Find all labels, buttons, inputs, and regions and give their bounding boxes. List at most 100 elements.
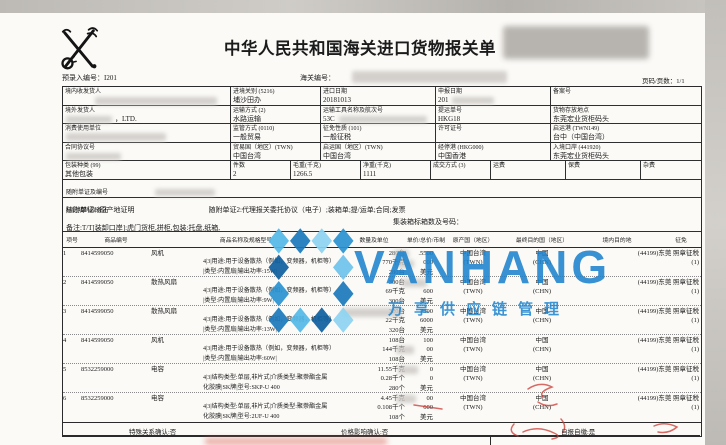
field-entry-port: 入境口岸 (441920) 东莞宏业货柜码头 bbox=[551, 143, 701, 161]
redaction bbox=[95, 97, 217, 105]
customs-emblem-icon bbox=[61, 27, 99, 70]
goods-domestic-duty: (44199)东莞 照章征税 (1) bbox=[637, 279, 699, 296]
redaction bbox=[394, 250, 409, 258]
field-entry-customs: 进境关别 (5216) 埔沙田办 bbox=[231, 87, 321, 106]
col-item-no: 项号 bbox=[66, 238, 78, 244]
goods-domestic-duty: (44199)东莞 照章征税 (1) bbox=[637, 366, 699, 383]
field-transaction-mode: 成交方式 (3) bbox=[431, 161, 491, 180]
header-row-3: 消费使用单位 监管方式 (0110) 一般贸易 征免性质 (101) 一般征税 … bbox=[63, 124, 701, 143]
goods-price: 100 00 美元 bbox=[420, 337, 433, 363]
goods-row: 1 8414599050 风机 4|3|用途:用于设备散热（例如，变频器，机柜等… bbox=[63, 248, 701, 277]
goods-domestic-duty: (44199)东莞 照章征税 (1) bbox=[637, 395, 699, 412]
field-net-weight: 净重(千克) 1111 bbox=[361, 161, 431, 180]
goods-row: 5 8532259000 电容 4|3|结构类型:单层,非片式|介质类型:聚萘酯… bbox=[63, 364, 701, 393]
scan-edge-top bbox=[0, 0, 726, 13]
price-influence-confirm: 价格影响确认:否 bbox=[341, 429, 389, 436]
field-import-date: 进口日期 20181013 bbox=[321, 87, 436, 106]
bottom-section-border bbox=[62, 435, 700, 436]
customs-no-label: 海关编号： bbox=[300, 74, 335, 82]
special-relation-confirm: 特殊关系确认:否 bbox=[129, 429, 177, 436]
goods-qty: 4.45千克 0.108千个 108个 bbox=[377, 395, 405, 421]
redaction bbox=[396, 260, 414, 268]
goods-price: 7300 6000 美元 bbox=[420, 308, 433, 334]
field-freight: 运费 bbox=[491, 161, 566, 180]
col-dest-country: 最终目的国（地区） bbox=[515, 238, 569, 244]
remarks-note: 备注:T/T[装卸口岸]:虎门货柜,拼柜,包装:托盘,纸箱, bbox=[66, 224, 220, 232]
col-hs-code: 商品编号 bbox=[104, 238, 128, 244]
self-declare-pay: 自报自缴:是 bbox=[561, 429, 596, 436]
goods-origin: 中国台湾 (TWN) bbox=[460, 308, 486, 325]
col-duty: 征免 bbox=[675, 238, 687, 244]
goods-item-no: 2 bbox=[63, 279, 67, 286]
redaction bbox=[155, 188, 215, 196]
goods-name-spec: 风机 4|3|用途:用于设备散热（例如，变频器，机柜等） |类型:内置扇|输出功… bbox=[151, 250, 336, 275]
field-consumer-unit: 消费使用单位 bbox=[63, 124, 231, 143]
field-overseas-shipper: 境外发货人 ，LTD. bbox=[63, 105, 231, 124]
goods-origin: 中国台湾 (TWN) bbox=[460, 250, 486, 267]
field-consignee: 境内收发货人 bbox=[63, 87, 231, 106]
col-name-spec: 商品名称及规格型号 bbox=[219, 238, 273, 244]
goods-hs-code: 8414599050 bbox=[81, 308, 114, 315]
redaction bbox=[503, 26, 649, 59]
declaration-form: 境内收发货人 进境关别 (5216) 埔沙田办 进口日期 20181013 申报… bbox=[62, 86, 702, 437]
goods-hs-code: 8414599050 bbox=[81, 337, 114, 344]
field-departure-port: 启运港 (TWN149) 台中（中国台湾） bbox=[551, 124, 701, 143]
header-row-2: 境外发货人 ，LTD. 运输方式 (2) 水路运输 运输工具名称及航次号 53C… bbox=[63, 105, 701, 124]
goods-origin: 中国台湾 (TWN) bbox=[460, 366, 486, 383]
goods-item-no: 4 bbox=[63, 337, 67, 344]
goods-dest: 中国 (CHN) bbox=[532, 337, 552, 354]
goods-item-no: 1 bbox=[63, 250, 67, 257]
goods-qty: 108台 144千克 108台 bbox=[382, 337, 405, 363]
field-transit-port: 经停港 (HKG000) 中国香港 bbox=[436, 142, 551, 161]
field-packing-type: 包装种类 (99) 其他包装 bbox=[63, 161, 231, 180]
goods-row: 4 8414599050 风机 4|3|用途:用于设备散热（例如，变频器，机柜等… bbox=[63, 335, 701, 364]
attached-doc-2: 随附单证2:代理报关委托协议（电子）;装箱单;提/运单;合同;发票 bbox=[208, 205, 406, 214]
attached-doc-1: 随附单证1:原产地证明 bbox=[66, 205, 135, 214]
redaction bbox=[66, 133, 166, 141]
attached-documents-row: 随附单证及编号 随附单证1:原产地证明 随附单证2:代理报关委托协议（电子）;装… bbox=[63, 180, 701, 214]
scan-edge-right bbox=[705, 0, 726, 445]
red-stamp-redaction bbox=[205, 438, 387, 445]
goods-hs-code: 8532259000 bbox=[81, 366, 114, 373]
goods-hs-code: 8414599050 bbox=[81, 250, 114, 257]
container-numbers-label: 集装箱标箱数及号码： bbox=[393, 218, 463, 226]
goods-price: 0 0 美元 bbox=[420, 366, 433, 392]
goods-name-spec: 散热风扇 4|3|用途:用于设备散热（例如，变频器，机柜等） |类型:内置扇|输… bbox=[151, 308, 336, 333]
goods-item-no: 5 bbox=[63, 366, 67, 373]
redaction bbox=[402, 279, 427, 287]
goods-origin: 中国台湾 (TWN) bbox=[460, 337, 486, 354]
document-title: 中华人民共和国海关进口货物报关单 bbox=[224, 39, 496, 58]
goods-price: .5500 000 美元 bbox=[418, 250, 433, 276]
col-domestic-dest: 境内目的地 bbox=[602, 238, 632, 244]
goods-row: 6 8532259000 电容 4|3|结构类型:单层,非片式|介质类型:聚萘酯… bbox=[63, 393, 701, 422]
goods-dest: 中国 (CHN) bbox=[532, 250, 552, 267]
pre-entry-no: 预录入编号：I201 bbox=[62, 74, 117, 82]
goods-hs-code: 8414599050 bbox=[81, 279, 114, 286]
header-row-packing: 包装种类 (99) 其他包装 件数 2 毛重(千克) 1266.5 净重(千克)… bbox=[63, 161, 701, 180]
goods-origin: 中国台湾 (TWN) bbox=[460, 279, 486, 296]
goods-item-no: 6 bbox=[63, 395, 67, 402]
field-piece-count: 件数 2 bbox=[231, 161, 291, 180]
goods-origin: 中国台湾 (TWN) bbox=[460, 395, 486, 412]
confirmation-row: 特殊关系确认:否 价格影响确认:否 自报自缴:是 bbox=[63, 422, 701, 436]
goods-dest: 中国 (CHN) bbox=[532, 395, 552, 412]
field-insurance: 保费 bbox=[566, 161, 641, 180]
goods-domestic-duty: (44199)东莞 照章征税 (1) bbox=[637, 308, 699, 325]
goods-item-no: 3 bbox=[63, 308, 67, 315]
field-gross-weight: 毛重(千克) 1266.5 bbox=[291, 161, 361, 180]
col-price-currency: 单价/总价/币制 bbox=[407, 238, 446, 244]
attached-documents-label: 随附单证及编号 bbox=[66, 189, 109, 196]
field-license-no: 许可证号 bbox=[436, 124, 551, 143]
field-record-no: 备案号 bbox=[551, 87, 701, 106]
goods-qty: 300台 69千克 300台 bbox=[385, 279, 406, 305]
header-row-4: 合同协议号 贸易国（地区）(TWN) 中国台湾 启运国（地区）(TWN) 中国台… bbox=[63, 142, 701, 161]
goods-domestic-duty: (44199)东莞 照章征税 (1) bbox=[637, 337, 699, 354]
goods-qty: 11.55千克 0.28千个 280个 bbox=[377, 366, 405, 392]
field-supervision-mode: 监管方式 (0110) 一般贸易 bbox=[231, 124, 321, 143]
field-bl-no: 提运单号 HKG18 bbox=[436, 105, 551, 124]
field-contract-no: 合同协议号 bbox=[63, 142, 231, 161]
goods-dest: 中国 (CHN) bbox=[532, 279, 552, 296]
redaction bbox=[398, 366, 418, 374]
goods-name-spec: 散热风扇 4|3|用途:用于设备散热（例如，变频器，机柜等） |类型:内置扇|输… bbox=[151, 279, 336, 304]
